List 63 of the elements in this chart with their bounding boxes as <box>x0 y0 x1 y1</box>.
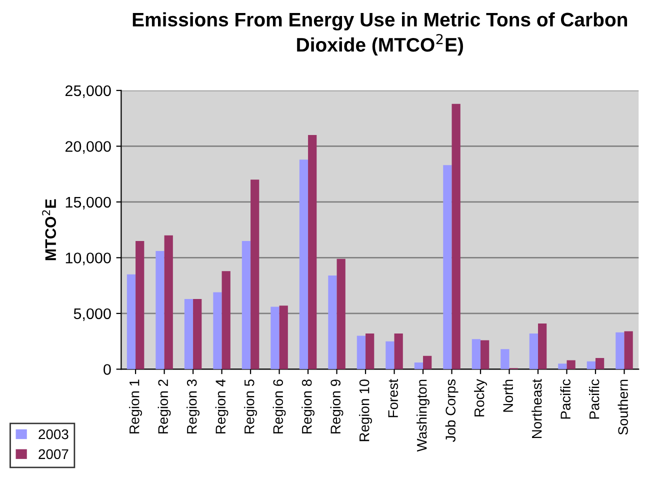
y-tick-label: 0 <box>104 364 111 375</box>
x-tick-label: Region 1 <box>129 380 142 434</box>
x-tick-label: Southern <box>618 380 628 435</box>
bar <box>538 323 547 370</box>
bar <box>356 336 366 370</box>
bar <box>414 362 424 370</box>
bar <box>279 306 288 370</box>
bar <box>529 334 538 370</box>
bar <box>366 334 374 370</box>
bar <box>386 341 394 370</box>
bar <box>242 240 251 370</box>
bar <box>136 240 144 370</box>
x-tick-label: Region 4 <box>215 379 228 434</box>
x-tick-label: Region 6 <box>272 380 286 434</box>
bar <box>443 165 452 370</box>
bar <box>193 298 202 370</box>
legend-label: 2003 <box>38 429 68 440</box>
bar <box>480 340 490 370</box>
bar <box>423 356 432 370</box>
bar <box>500 349 510 370</box>
x-tick-label: Region 10 <box>359 379 372 442</box>
y-tick-label: 20,000 <box>66 141 111 154</box>
x-tick-label: Washington <box>416 380 430 452</box>
bar <box>184 298 194 370</box>
bar <box>250 180 260 370</box>
legend-label: 2007 <box>38 449 68 460</box>
bar <box>394 334 403 370</box>
x-tick-label: Region 3 <box>186 380 200 434</box>
bar <box>222 271 230 370</box>
bar <box>270 306 280 370</box>
x-tick-label: Northeast <box>532 379 542 438</box>
bar <box>566 360 576 370</box>
bar <box>213 292 222 370</box>
chart-title: Emissions From Energy Use in Metric Tons of Carbon Dioxide (MTCO$^{2}$E) <box>132 12 628 56</box>
y-tick-label: 25,000 <box>66 85 111 98</box>
x-tick-label: Region 9 <box>330 380 344 434</box>
y-axis-title: MTCO$^{2}$E <box>42 199 56 260</box>
bar <box>452 104 460 370</box>
bar <box>299 160 308 370</box>
x-tick-label: Region 8 <box>302 380 315 434</box>
bar <box>558 364 567 370</box>
x-tick-label: Rocky <box>474 378 487 416</box>
x-tick-label: North <box>502 380 513 412</box>
bar <box>156 251 164 370</box>
bar <box>164 235 173 370</box>
x-tick-label: Job Corps <box>445 379 458 442</box>
x-tick-label: Region 5 <box>244 379 258 434</box>
x-tick-label: Forest <box>388 379 398 418</box>
bar <box>624 331 633 370</box>
bar <box>616 332 624 370</box>
bar <box>308 135 317 370</box>
x-tick-label: Region 2 <box>158 380 171 434</box>
bar <box>586 361 596 370</box>
bar <box>328 276 337 370</box>
y-tick-label: 15,000 <box>66 196 111 210</box>
bar <box>126 274 136 370</box>
y-tick-label: 5,000 <box>74 308 111 321</box>
bar <box>472 339 481 370</box>
bar <box>336 258 346 370</box>
y-tick-label: 10,000 <box>66 252 111 266</box>
x-tick-label: Pacific <box>560 379 570 419</box>
bar <box>596 358 604 370</box>
x-tick-label: Pacific <box>589 379 600 419</box>
